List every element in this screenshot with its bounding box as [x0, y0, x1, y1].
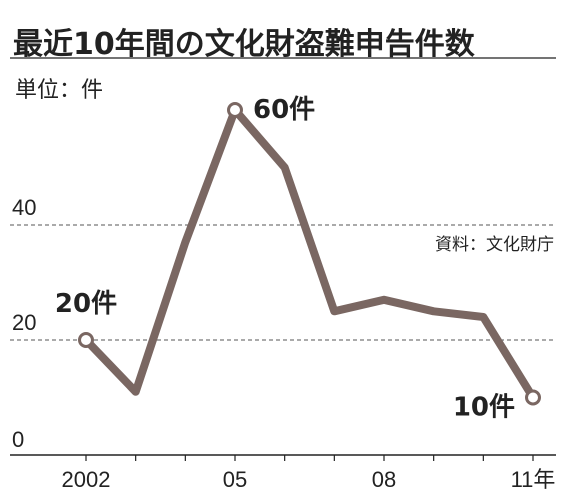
source-label: 資料：文化財庁 — [435, 235, 554, 255]
point-marker-2002 — [78, 332, 94, 348]
x-tick-label-2005: 05 — [223, 467, 247, 492]
x-tick-label-2008: 08 — [372, 467, 396, 492]
y-tick-label-0: 0 — [12, 427, 24, 452]
data-label-2011: 10件 — [453, 393, 515, 423]
data-label-2002: 20件 — [55, 289, 117, 319]
chart-title: 最近10年間の文化財盗難申告件数 — [13, 27, 475, 62]
y-tick-label-40: 40 — [12, 195, 36, 220]
point-marker-2011 — [525, 389, 541, 406]
point-marker-2005 — [227, 102, 243, 118]
x-tick-label-2011: 11年 — [511, 467, 556, 492]
y-tick-label-20: 20 — [12, 310, 36, 335]
data-label-2005: 60件 — [253, 95, 315, 125]
series-line — [82, 106, 537, 402]
unit-label: 単位：件 — [15, 78, 104, 103]
x-tick-label-2002: 2002 — [62, 467, 111, 492]
